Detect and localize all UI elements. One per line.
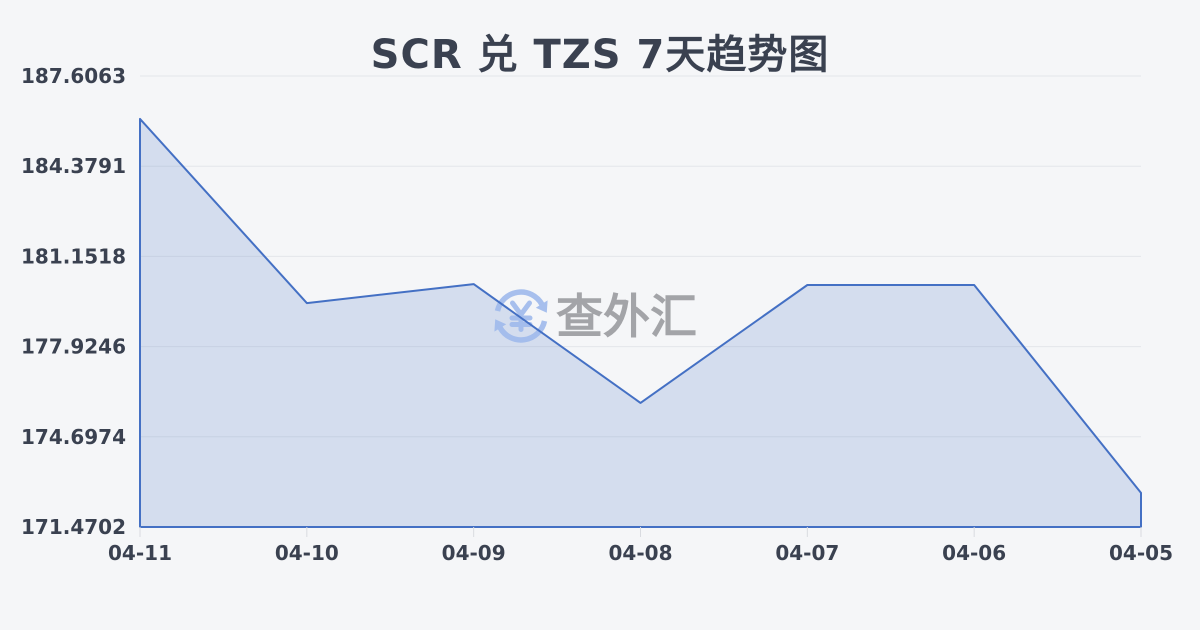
x-axis-tick-label: 04-10 bbox=[275, 541, 339, 565]
watermark-text: 查外汇 bbox=[556, 290, 697, 345]
currency-exchange-icon bbox=[494, 289, 548, 343]
grid-layer: 187.6063 184.3791 181.1518 177.9246 174.6974… bbox=[21, 64, 1141, 539]
x-axis-tick-label: 04-05 bbox=[1109, 541, 1173, 565]
y-axis-tick-label: 184.3791 bbox=[21, 154, 126, 178]
y-axis-tick-label: 187.6063 bbox=[21, 64, 126, 88]
watermark: 查外汇 bbox=[494, 289, 697, 345]
x-axis-tick-label: 04-11 bbox=[108, 541, 172, 565]
x-axis-tick-label: 04-09 bbox=[442, 541, 506, 565]
area-fill bbox=[140, 118, 1141, 528]
y-axis-tick-label: 177.9246 bbox=[21, 335, 126, 359]
x-axis-tick-label: 04-07 bbox=[775, 541, 839, 565]
y-axis-tick-label: 171.4702 bbox=[21, 515, 126, 539]
x-axis-tick-label: 04-08 bbox=[609, 541, 673, 565]
axis-layer: 04-11 04-10 04-09 04-08 04-07 04-06 04-05 bbox=[108, 527, 1173, 565]
y-axis-tick-label: 181.1518 bbox=[21, 244, 126, 268]
x-axis-tick-label: 04-06 bbox=[942, 541, 1006, 565]
chart-title: SCR 兑 TZS 7天趋势图 bbox=[370, 32, 830, 78]
y-axis-tick-label: 174.6974 bbox=[21, 425, 126, 449]
area-layer bbox=[140, 118, 1141, 528]
